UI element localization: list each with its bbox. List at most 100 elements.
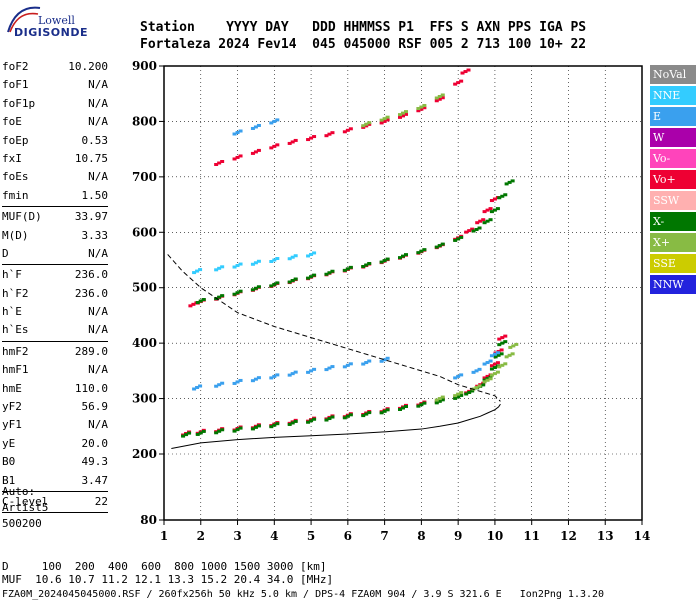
echo-point [474, 228, 479, 232]
param-row: yF2 56.9 [2, 398, 108, 416]
autoscaling-info: Auto: Artist5 500200 [2, 484, 48, 532]
echo-point [287, 373, 292, 377]
echo-point [489, 373, 494, 377]
echo-point [496, 353, 501, 357]
param-name: D [2, 246, 9, 260]
echo-point [492, 208, 497, 212]
echo-point [467, 390, 472, 394]
echo-point [275, 373, 280, 377]
param-separator [2, 206, 108, 208]
param-name: foF1p [2, 96, 36, 110]
echo-point [309, 369, 314, 373]
param-row: M(D) 3.33 [2, 227, 108, 245]
echo-point [232, 132, 237, 136]
param-row: h`F2 236.0 [2, 285, 108, 303]
echo-point [361, 264, 366, 268]
param-value: N/A [88, 96, 108, 110]
param-value: 236.0 [74, 286, 108, 300]
echo-point [232, 157, 237, 161]
echo-point [460, 71, 465, 75]
echo-point [510, 179, 515, 183]
echo-point [514, 342, 519, 346]
echo-point [416, 107, 421, 111]
echo-point [253, 150, 258, 154]
param-value: 110.0 [74, 381, 108, 395]
echo-point [256, 285, 261, 289]
echo-point [361, 414, 366, 418]
echo-point [250, 427, 255, 431]
echo-point [482, 380, 487, 384]
echo-point [309, 275, 314, 279]
echo-point [327, 417, 332, 421]
footer-distance: D 100 200 400 600 800 1000 1500 3000 [km… [2, 560, 327, 573]
auto-version: 500200 [2, 517, 42, 530]
echo-point [272, 258, 277, 262]
echo-point [220, 160, 225, 163]
echo-point [485, 374, 490, 378]
echo-point [495, 370, 500, 374]
param-value: N/A [88, 305, 108, 319]
echo-point [269, 260, 274, 263]
param-name: foF1 [2, 78, 29, 92]
echo-point [489, 210, 494, 214]
param-name: C-level [2, 494, 49, 508]
echo-point [238, 129, 243, 133]
param-row: foF1p N/A [2, 95, 108, 113]
echo-point [361, 362, 366, 366]
echo-point [269, 284, 274, 288]
param-name: foEs [2, 170, 29, 184]
echo-point [477, 226, 482, 230]
echo-point [293, 370, 298, 374]
dashed-curve [167, 254, 501, 402]
x-tick-label: 12 [560, 529, 577, 543]
echo-point [217, 429, 222, 433]
echo-point [272, 119, 277, 123]
echo-point [250, 379, 255, 383]
echo-point [275, 257, 280, 260]
param-name: h`F2 [2, 286, 29, 300]
echo-point [470, 227, 475, 231]
param-name: fmin [2, 188, 29, 202]
param-name: hmE [2, 381, 22, 395]
echo-point [474, 369, 479, 373]
param-name: M(D) [2, 228, 29, 242]
legend-item: W [650, 128, 696, 147]
echo-point [477, 384, 482, 388]
echo-point [482, 376, 487, 380]
echo-point [488, 218, 493, 222]
param-value: N/A [88, 246, 108, 260]
echo-point [201, 429, 206, 433]
param-row: C-level 22 [2, 493, 108, 511]
x-tick-label: 11 [523, 529, 540, 543]
echo-point [434, 398, 439, 402]
echo-point [453, 376, 458, 380]
echo-point [379, 260, 384, 264]
echo-point [191, 302, 196, 306]
param-value: 22 [94, 494, 108, 508]
echo-point [364, 263, 369, 267]
echo-point [306, 370, 311, 374]
echo-point [422, 104, 427, 108]
param-separator [2, 512, 108, 514]
echo-point [459, 79, 464, 83]
echo-point [367, 261, 372, 265]
echo-point [309, 252, 314, 256]
echo-point [481, 383, 486, 387]
echo-point [195, 269, 200, 273]
param-row: foF1 N/A [2, 76, 108, 94]
echo-point [256, 424, 261, 428]
echo-point [324, 272, 329, 276]
param-value: 3.47 [81, 473, 109, 487]
echo-point [474, 385, 479, 389]
echo-point [250, 262, 255, 266]
echo-point [364, 122, 369, 126]
echo-point [504, 182, 509, 186]
echo-point [422, 248, 427, 252]
echo-point [500, 363, 505, 367]
param-value: 56.9 [81, 400, 109, 414]
echo-point [201, 298, 206, 302]
x-tick-label: 1 [160, 529, 168, 543]
echo-point [250, 126, 255, 130]
echo-point [220, 381, 225, 385]
echo-point [398, 115, 402, 119]
